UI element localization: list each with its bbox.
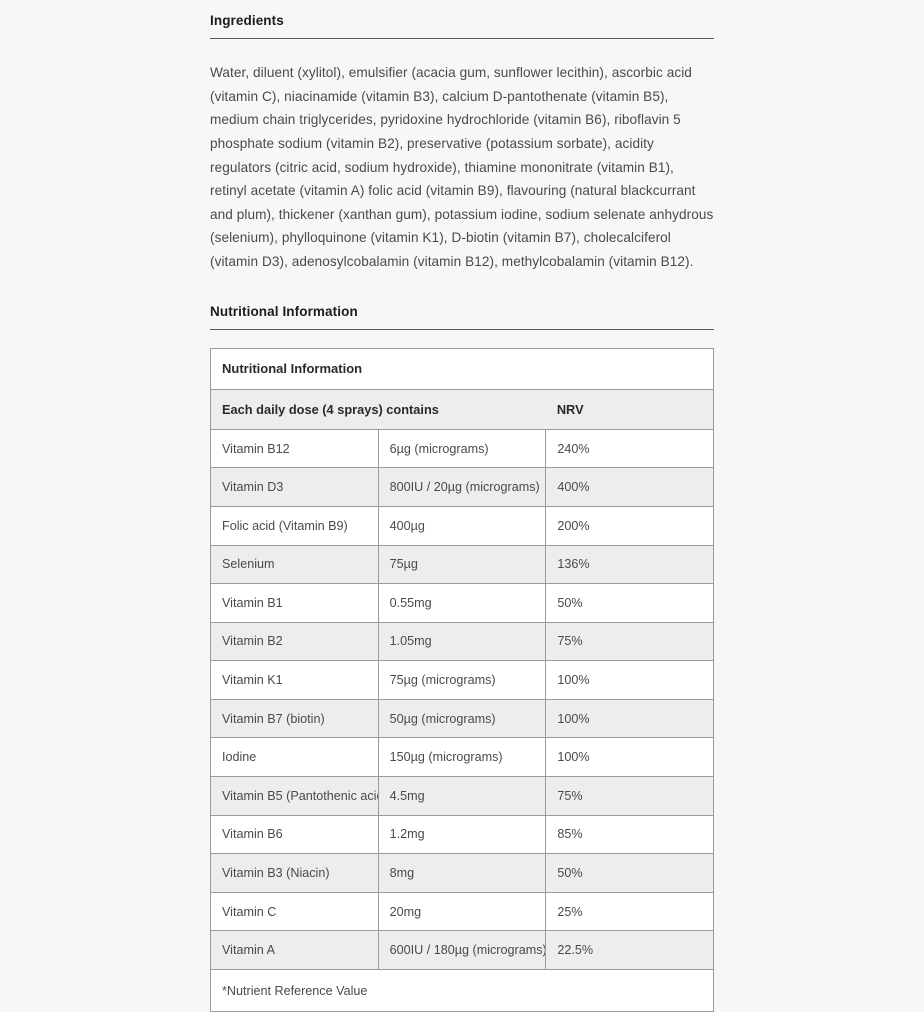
- nutritional-information-table: Nutritional Information Each daily dose …: [210, 347, 714, 1012]
- cell-nutrient-name: Selenium: [210, 544, 379, 585]
- cell-nutrient-amount: 1.05mg: [378, 621, 547, 662]
- cell-nutrient-amount: 0.55mg: [378, 583, 547, 623]
- table-row: Vitamin B5 (Pantothenic acid) 4.5mg 75%: [210, 776, 714, 816]
- cell-nutrient-amount: 6µg (micrograms): [378, 428, 547, 469]
- cell-nutrient-nrv: 100%: [545, 737, 714, 778]
- cell-nutrient-nrv: 75%: [545, 621, 714, 662]
- table-title-cell: Nutritional Information: [210, 348, 714, 390]
- cell-nutrient-name: Folic acid (Vitamin B9): [210, 505, 379, 546]
- cell-nutrient-name: Iodine: [210, 737, 379, 778]
- content-column: Ingredients Water, diluent (xylitol), em…: [210, 0, 714, 1012]
- table-row: Vitamin B6 1.2mg 85%: [210, 814, 714, 855]
- cell-nutrient-nrv: 50%: [545, 853, 714, 893]
- cell-nutrient-nrv: 75%: [545, 776, 714, 816]
- cell-nutrient-name: Vitamin B2: [210, 621, 379, 662]
- cell-nutrient-amount: 4.5mg: [378, 776, 547, 816]
- cell-nutrient-name: Vitamin B5 (Pantothenic acid): [210, 776, 379, 816]
- cell-nutrient-amount: 8mg: [378, 853, 547, 893]
- cell-nutrient-nrv: 400%: [545, 467, 714, 507]
- cell-nutrient-nrv: 136%: [545, 544, 714, 585]
- cell-nutrient-name: Vitamin B3 (Niacin): [210, 853, 379, 893]
- cell-nutrient-amount: 1.2mg: [378, 814, 547, 855]
- cell-nutrient-name: Vitamin B1: [210, 583, 379, 623]
- cell-nutrient-amount: 75µg (micrograms): [378, 660, 547, 700]
- cell-nutrient-name: Vitamin C: [210, 891, 379, 932]
- cell-nutrient-amount: 400µg: [378, 505, 547, 546]
- table-footnote-row: *Nutrient Reference Value: [210, 969, 714, 1012]
- column-header-nrv: NRV: [545, 388, 714, 430]
- nutritional-information-heading: Nutritional Information: [210, 278, 714, 330]
- table-row: Vitamin A 600IU / 180µg (micrograms) 22.5%: [210, 930, 714, 971]
- cell-nutrient-name: Vitamin B7 (biotin): [210, 698, 379, 739]
- cell-nutrient-amount: 20mg: [378, 891, 547, 932]
- table-row: Selenium 75µg 136%: [210, 544, 714, 585]
- cell-nutrient-nrv: 22.5%: [545, 930, 714, 971]
- table-row: Vitamin B3 (Niacin) 8mg 50%: [210, 853, 714, 893]
- table-row: Vitamin B12 6µg (micrograms) 240%: [210, 428, 714, 469]
- cell-nutrient-name: Vitamin B12: [210, 428, 379, 469]
- table-row: Folic acid (Vitamin B9) 400µg 200%: [210, 505, 714, 546]
- nutritional-table-wrapper: Nutritional Information Each daily dose …: [210, 347, 714, 1012]
- table-title-row: Nutritional Information: [210, 348, 714, 390]
- cell-nutrient-nrv: 200%: [545, 505, 714, 546]
- cell-nutrient-nrv: 50%: [545, 583, 714, 623]
- table-row: Vitamin B1 0.55mg 50%: [210, 583, 714, 623]
- cell-nutrient-name: Vitamin D3: [210, 467, 379, 507]
- cell-nutrient-nrv: 85%: [545, 814, 714, 855]
- column-header-name: Each daily dose (4 sprays) contains: [210, 388, 546, 430]
- table-header-row: Each daily dose (4 sprays) contains NRV: [210, 388, 714, 430]
- table-row: Vitamin B2 1.05mg 75%: [210, 621, 714, 662]
- cell-nutrient-name: Vitamin A: [210, 930, 379, 971]
- table-body: Nutritional Information Each daily dose …: [210, 348, 714, 1012]
- table-footnote-cell: *Nutrient Reference Value: [210, 969, 714, 1012]
- ingredients-text: Water, diluent (xylitol), emulsifier (ac…: [210, 65, 714, 269]
- cell-nutrient-nrv: 100%: [545, 660, 714, 700]
- cell-nutrient-amount: 600IU / 180µg (micrograms): [378, 930, 547, 971]
- cell-nutrient-amount: 150µg (micrograms): [378, 737, 547, 778]
- cell-nutrient-name: Vitamin B6: [210, 814, 379, 855]
- cell-nutrient-amount: 50µg (micrograms): [378, 698, 547, 739]
- cell-nutrient-name: Vitamin K1: [210, 660, 379, 700]
- cell-nutrient-amount: 800IU / 20µg (micrograms): [378, 467, 547, 507]
- cell-nutrient-nrv: 100%: [545, 698, 714, 739]
- cell-nutrient-nrv: 240%: [545, 428, 714, 469]
- table-row: Iodine 150µg (micrograms) 100%: [210, 737, 714, 778]
- table-row: Vitamin K1 75µg (micrograms) 100%: [210, 660, 714, 700]
- cell-nutrient-amount: 75µg: [378, 544, 547, 585]
- cell-nutrient-nrv: 25%: [545, 891, 714, 932]
- table-row: Vitamin D3 800IU / 20µg (micrograms) 400%: [210, 467, 714, 507]
- table-row: Vitamin C 20mg 25%: [210, 891, 714, 932]
- ingredients-heading: Ingredients: [210, 0, 714, 40]
- table-row: Vitamin B7 (biotin) 50µg (micrograms) 100%: [210, 698, 714, 739]
